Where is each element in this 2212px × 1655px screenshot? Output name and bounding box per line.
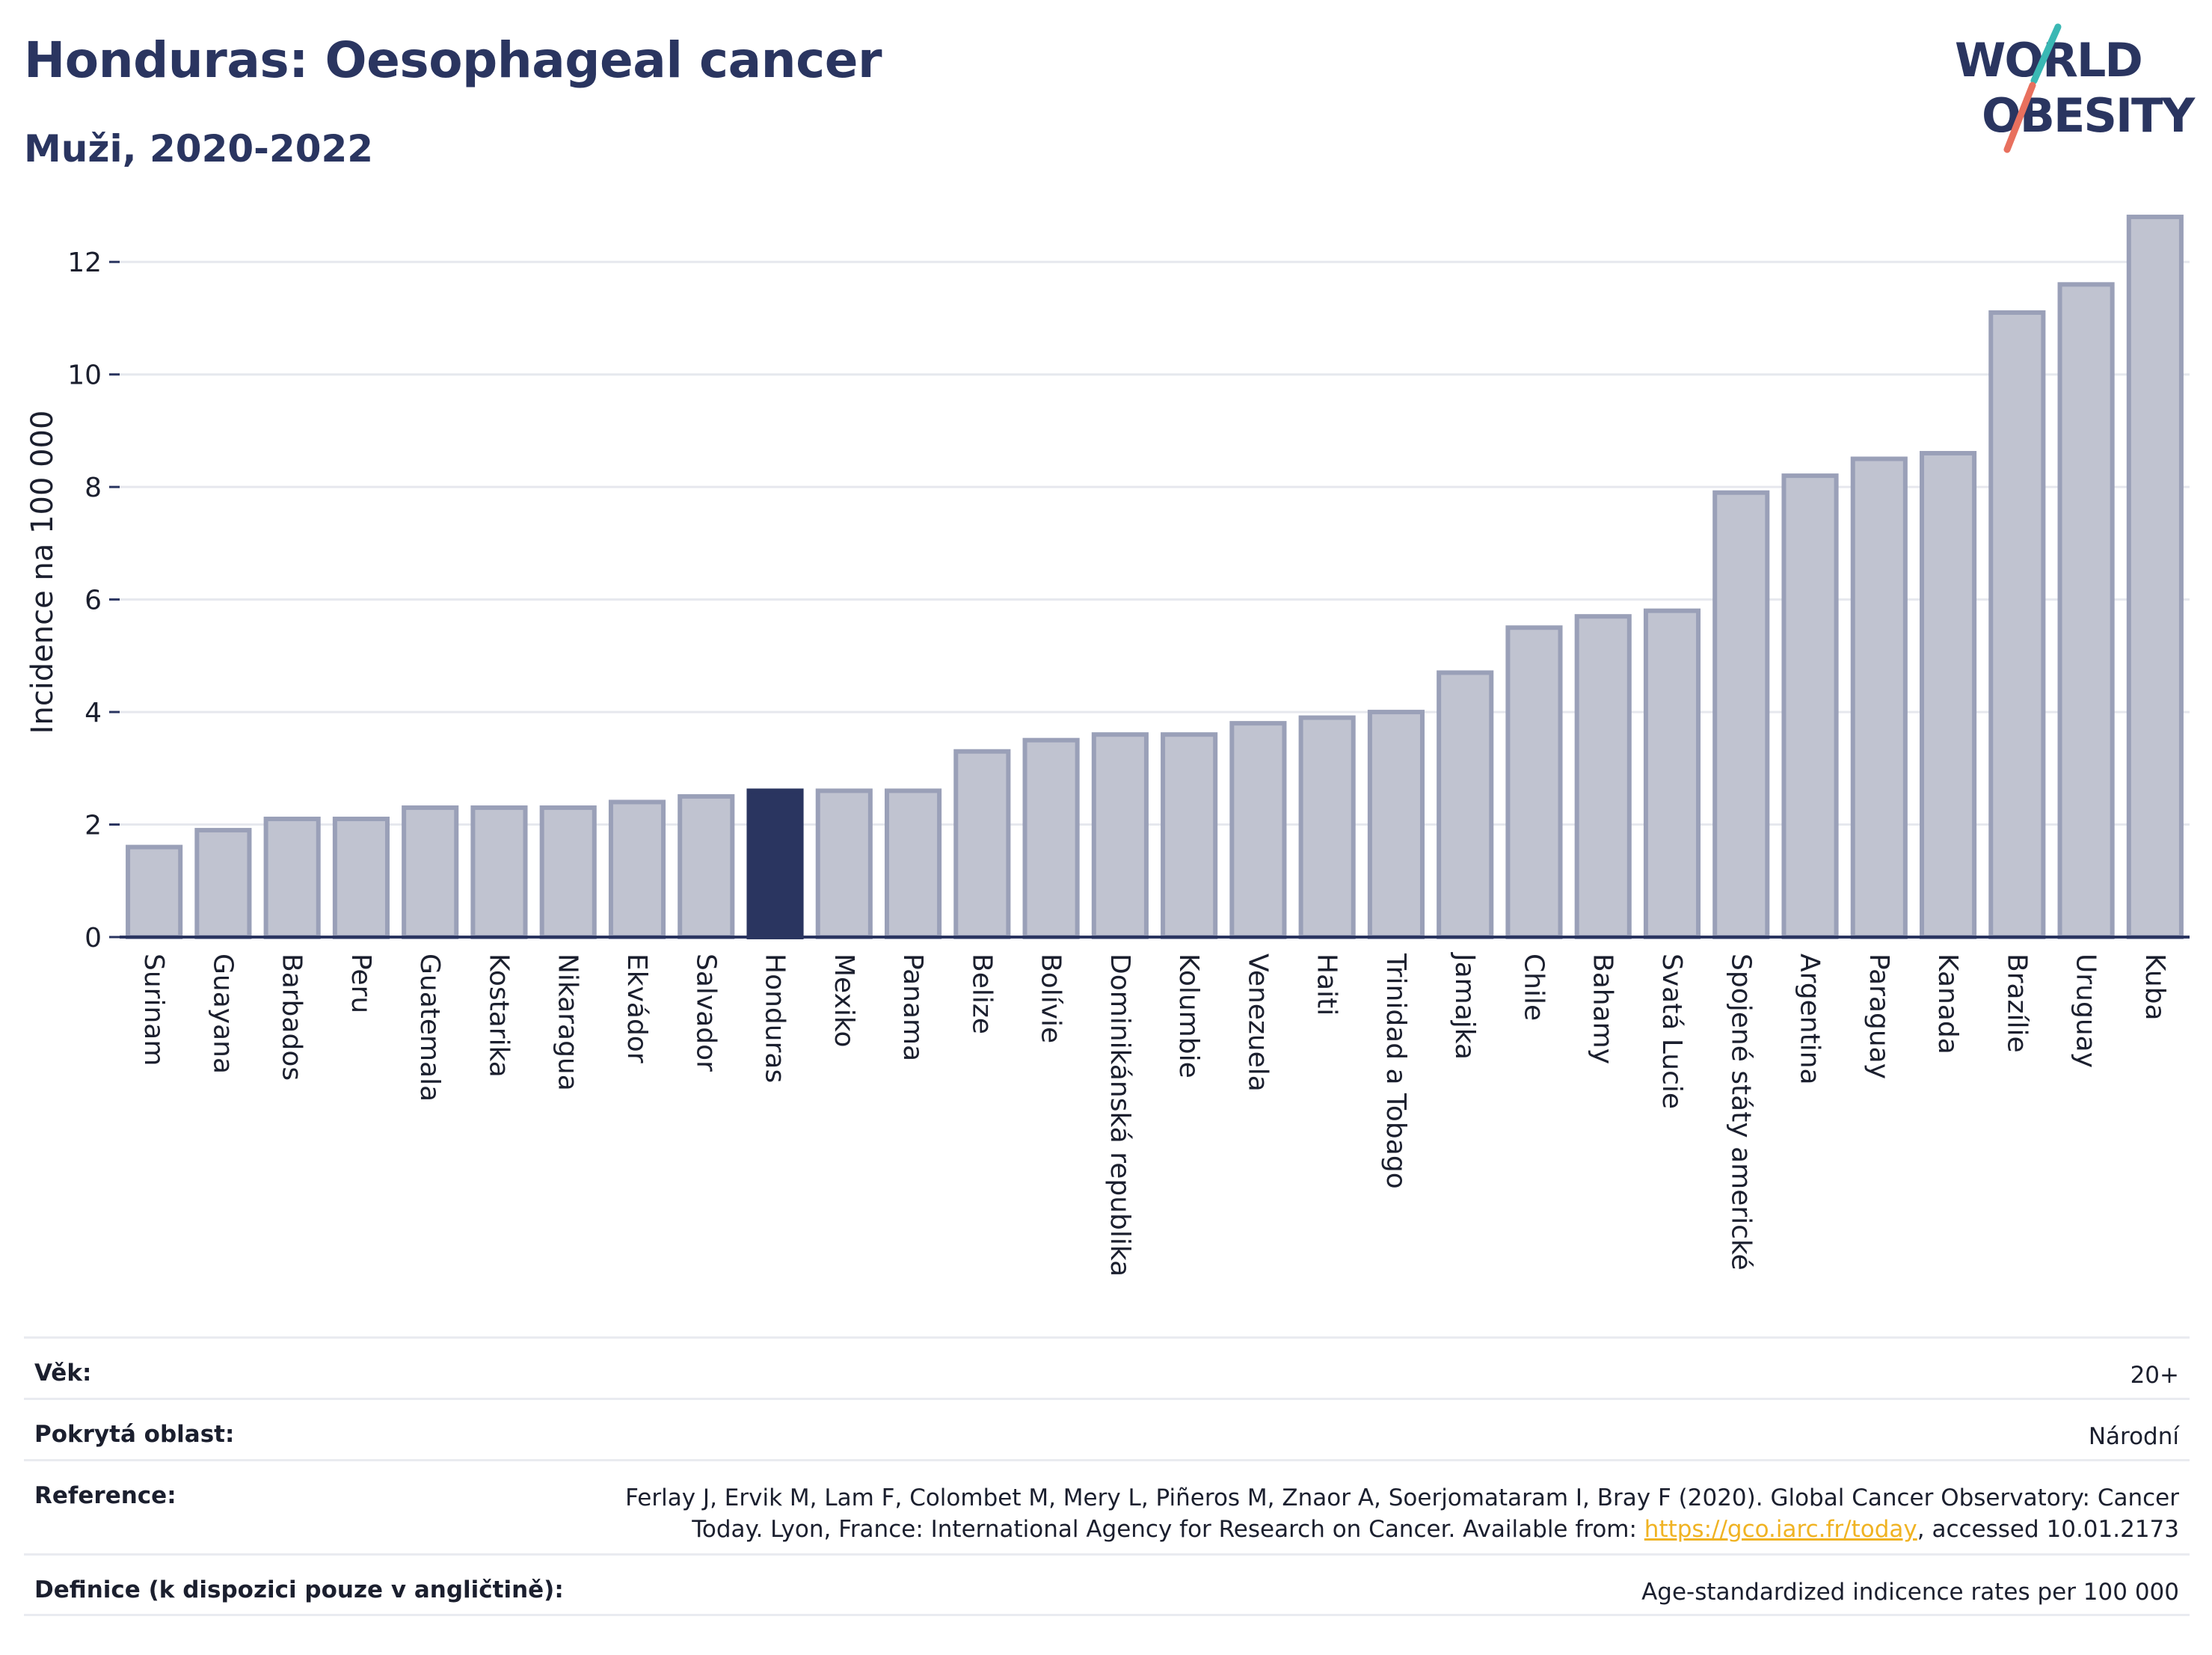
bar-dominikánská-republika [1091,732,1149,940]
meta-value-age: 20+ [2130,1362,2179,1389]
y-tick-label: 4 [85,698,102,728]
meta-label-definition: Definice (k dispozici pouze v angličtině… [34,1576,564,1603]
x-tick-label: Surinam [138,954,169,1066]
x-tick-label: Haiti [1312,954,1342,1016]
meta-row-coverage: Pokrytá oblast: Národní [24,1398,2190,1459]
x-tick-label: Bahamy [1588,954,1618,1064]
logo-slash-coral [2003,82,2036,153]
x-tick-label: Mexiko [829,954,859,1047]
x-tick-label: Peru [345,954,376,1013]
reference-line2-post: , accessed 10.01.2173 [1917,1516,2179,1543]
x-tick-label: Belize [966,954,997,1034]
bar-barbados [263,817,321,939]
metadata-table: Věk: 20+ Pokrytá oblast: Národní Referen… [24,1336,2190,1616]
bar-kolumbie [1161,732,1218,940]
y-tick-label: 10 [67,360,102,391]
x-tick-label: Svatá Lucie [1656,954,1687,1109]
meta-value-coverage: Národní [2088,1423,2179,1450]
x-tick-label: Venezuela [1242,954,1273,1092]
x-tick-label: Guatemala [414,954,445,1102]
bar-mexiko [815,788,873,940]
bar-trinidad-a-tobago [1367,710,1425,939]
x-tick-label: Kuba [2139,954,2170,1021]
x-tick-label: Salvador [690,954,721,1072]
bar-kanada [1920,451,1977,939]
bar-argentina [1781,473,1839,939]
y-axis-label: Incidence na 100 000 [25,411,60,734]
bar-chile [1505,625,1563,939]
grid-lines [120,260,2190,826]
bars [126,215,2184,940]
bar-guatemala [402,805,459,939]
axes: 0 2 4 6 8 10 12 Surinam Guayana Barbados Peru Guate… [67,248,2190,1277]
meta-row-reference: Reference: Ferlay J, Ervik M, Lam F, Col… [24,1459,2190,1553]
x-tick-label: Spojené státy americké [1725,954,1756,1271]
bar-panama [885,788,942,940]
x-tick-label: Ekvádor [621,954,652,1063]
meta-row-definition: Definice (k dispozici pouze v angličtině… [24,1553,2190,1616]
chart-subtitle: Muži, 2020-2022 [24,127,374,171]
bar-haiti [1298,715,1356,939]
bar-jamajka [1437,670,1494,940]
x-tick-label: Jamajka [1449,952,1480,1060]
meta-label-coverage: Pokrytá oblast: [34,1421,235,1448]
meta-row-age: Věk: 20+ [24,1336,2190,1398]
bar-svatá-lucie [1643,608,1701,940]
bar-kostarika [470,805,528,939]
x-tick-label: Dominikánská republika [1105,954,1135,1277]
bar-paraguay [1850,456,1908,939]
bar-guayana [194,828,252,939]
bar-surinam [126,844,183,939]
x-tick-label: Barbados [277,954,307,1081]
x-tick-label: Paraguay [1864,954,1894,1079]
y-tick-label: 2 [85,811,102,841]
x-tick-label: Bolívie [1036,954,1066,1043]
meta-label-reference: Reference: [34,1482,176,1509]
reference-line1: Ferlay J, Ervik M, Lam F, Colombet M, Me… [625,1484,2179,1511]
bar-kuba [2126,215,2184,939]
bar-venezuela [1229,721,1287,939]
bar-spojené-státy-americké [1712,490,1770,939]
x-tick-label: Nikaragua [553,954,583,1091]
bar-salvador [678,793,735,940]
x-tick-label: Kostarika [483,954,514,1078]
bar-bahamy [1574,614,1632,940]
world-obesity-logo: WORLD OBESITY [1955,23,2197,153]
x-tick-label: Guayana [207,954,238,1074]
meta-label-age: Věk: [34,1360,92,1387]
y-tick-label: 8 [85,473,102,503]
x-tick-label: Brazílie [2001,954,2032,1053]
bar-brazílie [1988,310,2046,939]
bar-honduras [746,788,804,940]
meta-value-reference: Ferlay J, Ervik M, Lam F, Colombet M, Me… [625,1461,2190,1545]
bar-ekvádor [608,799,666,940]
x-tick-label: Chile [1518,954,1549,1021]
logo-slash-teal [2030,23,2062,85]
x-tick-label: Argentina [1795,954,1825,1085]
x-tick-label: Honduras [760,954,790,1083]
x-tick-label: Uruguay [2071,954,2101,1068]
y-tick-label: 0 [85,923,102,954]
reference-line2-pre: Today. Lyon, France: International Agenc… [692,1516,1644,1543]
bar-uruguay [2057,282,2115,940]
x-tick-label: Panama [897,954,928,1061]
bar-nikaragua [539,805,597,939]
bar-peru [332,817,390,939]
x-tick-label: Kolumbie [1173,954,1204,1078]
chart-title: Honduras: Oesophageal cancer [24,31,882,89]
x-tick-label: Kanada [1932,954,1963,1054]
bar-bolívie [1022,737,1080,939]
reference-link[interactable]: https://gco.iarc.fr/today [1644,1516,1917,1543]
bar-belize [953,749,1011,939]
y-tick-label: 6 [85,586,102,616]
meta-value-definition: Age-standardized indicence rates per 100… [1641,1579,2179,1606]
x-tick-label: Trinidad a Tobago [1380,953,1411,1189]
y-tick-label: 12 [67,248,102,278]
bar-chart: 0 2 4 6 8 10 12 Surinam Guayana Barbados Peru Guate… [25,215,2190,1277]
